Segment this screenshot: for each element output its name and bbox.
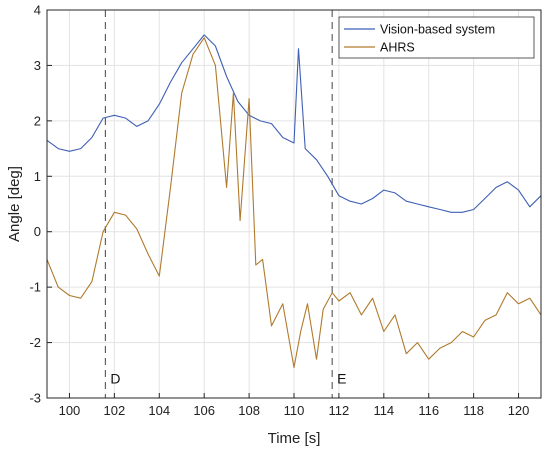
- x-tick-label: 112: [329, 403, 350, 418]
- y-tick-label: -1: [29, 280, 41, 295]
- legend-box: [338, 16, 535, 59]
- x-tick-label: 106: [193, 403, 215, 418]
- y-tick-label: -2: [29, 335, 41, 350]
- y-tick-label: 2: [34, 113, 41, 128]
- y-tick-label: 1: [34, 169, 41, 184]
- x-tick-label: 104: [148, 403, 170, 418]
- x-tick-label: 120: [508, 403, 530, 418]
- y-tick-label: 0: [34, 224, 41, 239]
- annotation-d: D: [110, 371, 120, 387]
- x-tick-label: 114: [373, 403, 394, 418]
- x-tick-label: 100: [59, 403, 81, 418]
- axis-ticks: 100 102 104 106 108 110 112 114 116 118 120 -3 -2 -1 0…: [29, 3, 529, 419]
- annotation-e: E: [337, 371, 346, 387]
- legend: Vision-based system AHRS: [338, 16, 535, 59]
- y-tick-label: 4: [34, 3, 41, 18]
- series-line-0: [46, 34, 542, 213]
- legend-label-ahrs: AHRS: [380, 41, 415, 55]
- x-tick-label: 102: [104, 403, 126, 418]
- y-tick-label: 3: [34, 58, 41, 73]
- series-line-1: [46, 37, 542, 369]
- x-axis-title: Time [s]: [268, 430, 321, 447]
- x-tick-label: 118: [463, 403, 484, 418]
- legend-label-vision-based-system: Vision-based system: [380, 23, 495, 37]
- x-tick-label: 108: [238, 403, 260, 418]
- x-tick-label: 110: [284, 403, 305, 418]
- x-tick-label: 116: [418, 403, 439, 418]
- y-axis-title: Angle [deg]: [6, 166, 23, 242]
- y-tick-label: -3: [29, 391, 41, 406]
- series-lines: [46, 34, 542, 369]
